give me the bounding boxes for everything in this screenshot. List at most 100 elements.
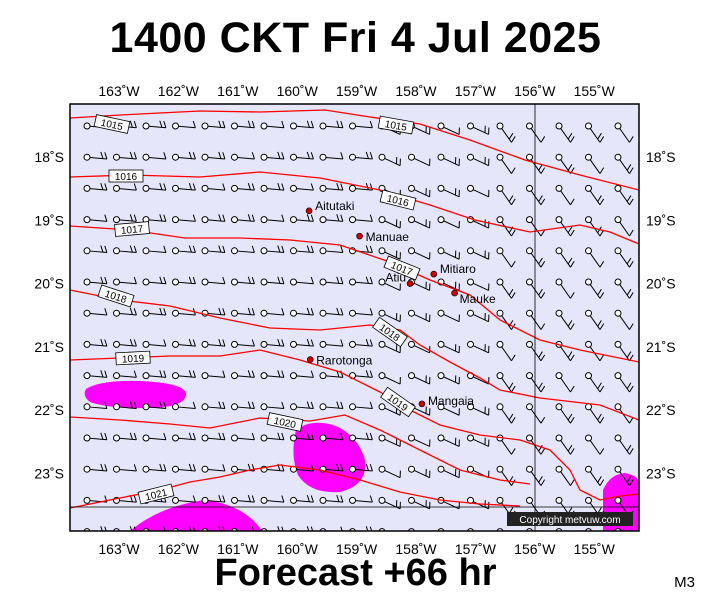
wind-barb (231, 494, 255, 504)
wind-barb (290, 183, 314, 192)
wind-barb (437, 434, 460, 447)
wind-barb (526, 122, 546, 143)
wind-barb (496, 340, 516, 362)
longitude-label: 161˚W (217, 83, 259, 99)
wind-barb (319, 152, 344, 161)
wind-barb (526, 372, 546, 393)
wind-barb (349, 120, 373, 130)
wind-barb (349, 151, 373, 161)
wind-barb (614, 496, 634, 518)
wind-barb (467, 153, 490, 167)
longitude-label: 155˚W (574, 83, 616, 99)
wind-barb (201, 151, 226, 161)
wind-barb (172, 463, 196, 473)
wind-barb (378, 465, 401, 479)
wind-barb (349, 463, 373, 473)
wind-barb (555, 434, 575, 455)
wind-barb (378, 496, 401, 510)
wind-barb (142, 120, 167, 130)
wind-barb (437, 184, 460, 198)
rain-areas (84, 380, 639, 531)
longitude-label: 158˚W (395, 83, 437, 99)
wind-barb (83, 370, 108, 380)
wind-barb (142, 152, 167, 161)
latitude-label: 23˚S (34, 466, 64, 482)
wind-barb (290, 370, 314, 380)
wind-barb (437, 247, 460, 260)
wind-barb (614, 309, 634, 330)
isobar-label: 1021 (137, 483, 175, 505)
wind-barb (83, 401, 108, 411)
model-label: M3 (674, 574, 695, 591)
wind-barb (496, 247, 516, 268)
wind-barb (290, 401, 314, 411)
wind-barb (378, 278, 401, 291)
longitude-label: 157˚W (455, 83, 497, 99)
map-frame (69, 103, 640, 532)
wind-barb (349, 308, 373, 317)
forecast-label: Forecast +66 hr (214, 552, 497, 594)
wind-barb (172, 338, 196, 348)
wind-barb (113, 245, 137, 255)
wind-barb (172, 495, 196, 504)
longitude-label: 159˚W (336, 83, 378, 99)
isobar-value: 1017 (121, 224, 145, 237)
wind-barb (231, 152, 255, 161)
longitude-label: 163˚W (98, 541, 140, 557)
wind-barb (290, 307, 314, 317)
wind-barb (201, 432, 226, 442)
map-title: 1400 CKT Fri 4 Jul 2025 (109, 14, 602, 62)
wind-barb (260, 308, 285, 317)
wind-barb (555, 403, 575, 424)
wind-barb (614, 403, 634, 424)
town-marker: Mitiaro (430, 262, 476, 278)
towns: Aitutaki Manuae Mitiaro Atiu Mauke Rarotonga M… (305, 199, 496, 408)
rain-area (293, 422, 366, 493)
wind-barb (437, 153, 460, 167)
wind-barb (83, 214, 108, 224)
wind-barb (142, 339, 167, 348)
wind-barb (231, 370, 255, 380)
wind-barbs (83, 120, 634, 531)
wind-barb (83, 432, 108, 442)
wind-barb (349, 214, 373, 224)
wind-barb (614, 216, 634, 237)
wind-barb (585, 340, 605, 362)
wind-barb (260, 182, 285, 192)
wind-barb (408, 372, 431, 385)
wind-barb (467, 309, 490, 323)
wind-barb (172, 401, 196, 411)
wind-barb (555, 309, 575, 330)
wind-barb (319, 401, 344, 411)
wind-barb (290, 464, 314, 473)
wind-barb (260, 401, 285, 411)
wind-barb (408, 153, 431, 167)
wind-barb (555, 216, 575, 237)
wind-barb (113, 183, 137, 192)
wind-barb (437, 216, 460, 229)
wind-barb (349, 432, 373, 442)
wind-barb (526, 340, 546, 362)
wind-barb (172, 214, 196, 224)
isobar-value: 1015 (100, 118, 124, 133)
wind-barb (614, 278, 634, 299)
wind-barb (526, 247, 546, 268)
wind-barb (526, 216, 546, 237)
wind-barb (585, 465, 605, 486)
town-marker: Mangaia (418, 394, 474, 408)
longitude-label: 156˚W (514, 541, 556, 557)
town-label: Manuae (366, 230, 410, 244)
wind-barb (113, 151, 137, 161)
wind-barb (83, 308, 108, 317)
wind-barb (319, 432, 344, 442)
isobar-label: 1015 (377, 115, 415, 135)
wind-barb (408, 247, 431, 260)
wind-barb (172, 276, 196, 286)
longitude-label: 160˚W (277, 541, 319, 557)
wind-barb (614, 372, 634, 393)
longitude-label: 155˚W (574, 541, 616, 557)
wind-barb (201, 183, 226, 192)
wind-barb (496, 153, 516, 174)
wind-barb (408, 465, 431, 479)
longitude-label: 158˚W (395, 541, 437, 557)
